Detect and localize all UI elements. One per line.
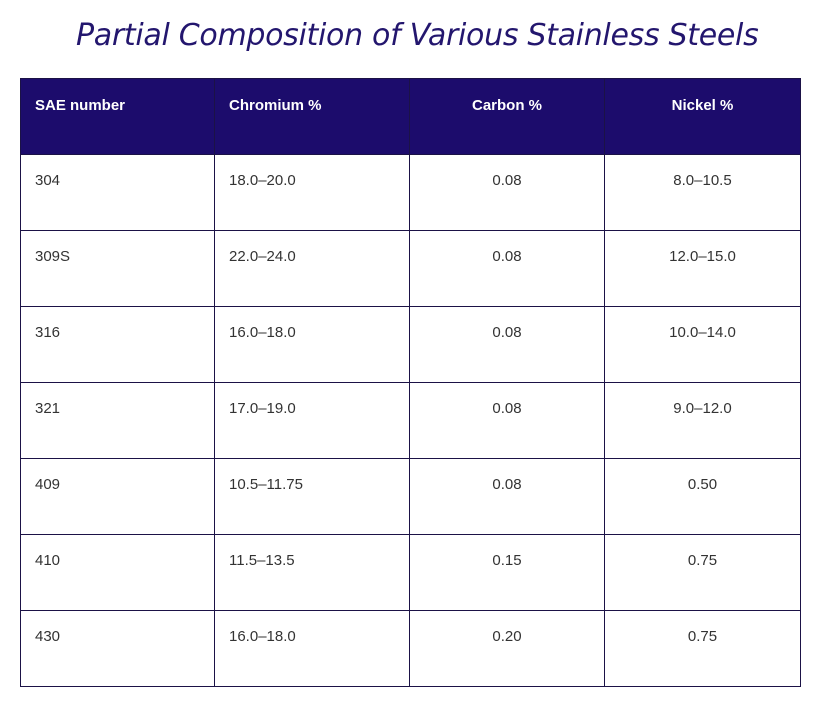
cell-carbon: 0.08 <box>409 230 605 307</box>
cell-sae-number: 309S <box>20 230 215 307</box>
table-row: 309S 22.0–24.0 0.08 12.0–15.0 <box>20 230 801 307</box>
table-row: 430 16.0–18.0 0.20 0.75 <box>20 610 801 687</box>
header-nickel: Nickel % <box>604 78 801 155</box>
cell-chromium: 18.0–20.0 <box>214 154 410 231</box>
cell-carbon: 0.08 <box>409 458 605 535</box>
cell-carbon: 0.08 <box>409 154 605 231</box>
header-chromium: Chromium % <box>214 78 410 155</box>
cell-chromium: 10.5–11.75 <box>214 458 410 535</box>
page-title: Partial Composition of Various Stainless… <box>76 18 759 53</box>
cell-sae-number: 321 <box>20 382 215 459</box>
table-row: 410 11.5–13.5 0.15 0.75 <box>20 534 801 611</box>
cell-carbon: 0.08 <box>409 306 605 383</box>
cell-carbon: 0.15 <box>409 534 605 611</box>
cell-chromium: 11.5–13.5 <box>214 534 410 611</box>
cell-nickel: 0.75 <box>604 610 801 687</box>
cell-nickel: 9.0–12.0 <box>604 382 801 459</box>
cell-chromium: 16.0–18.0 <box>214 306 410 383</box>
header-sae-number: SAE number <box>20 78 215 155</box>
table-row: 304 18.0–20.0 0.08 8.0–10.5 <box>20 154 801 231</box>
cell-sae-number: 410 <box>20 534 215 611</box>
table-row: 409 10.5–11.75 0.08 0.50 <box>20 458 801 535</box>
cell-nickel: 0.50 <box>604 458 801 535</box>
cell-nickel: 10.0–14.0 <box>604 306 801 383</box>
cell-chromium: 16.0–18.0 <box>214 610 410 687</box>
cell-sae-number: 304 <box>20 154 215 231</box>
cell-chromium: 22.0–24.0 <box>214 230 410 307</box>
cell-nickel: 0.75 <box>604 534 801 611</box>
cell-chromium: 17.0–19.0 <box>214 382 410 459</box>
cell-sae-number: 409 <box>20 458 215 535</box>
composition-table: SAE number Chromium % Carbon % Nickel % … <box>20 78 801 687</box>
header-carbon: Carbon % <box>409 78 605 155</box>
table-row: 321 17.0–19.0 0.08 9.0–12.0 <box>20 382 801 459</box>
cell-nickel: 12.0–15.0 <box>604 230 801 307</box>
cell-sae-number: 430 <box>20 610 215 687</box>
table-header-row: SAE number Chromium % Carbon % Nickel % <box>20 78 801 155</box>
cell-carbon: 0.08 <box>409 382 605 459</box>
cell-nickel: 8.0–10.5 <box>604 154 801 231</box>
table-row: 316 16.0–18.0 0.08 10.0–14.0 <box>20 306 801 383</box>
cell-sae-number: 316 <box>20 306 215 383</box>
cell-carbon: 0.20 <box>409 610 605 687</box>
